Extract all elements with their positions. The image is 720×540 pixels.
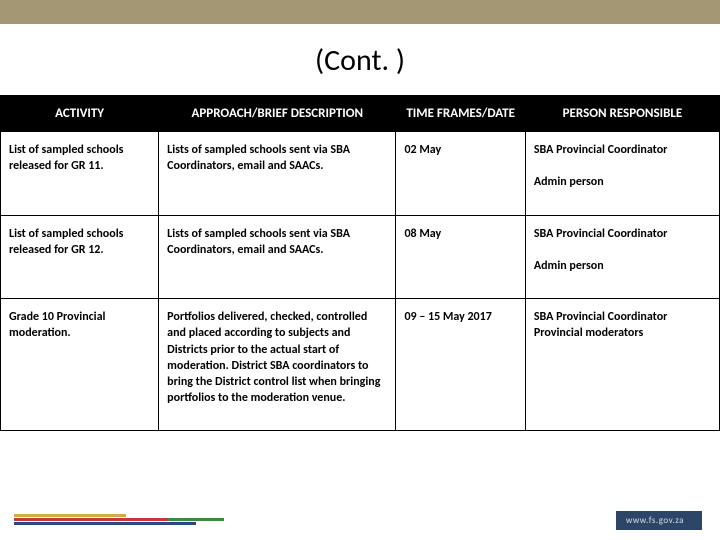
cell-approach: Portfolios delivered, checked, controlle… <box>159 299 396 431</box>
footer-flag-stripes <box>14 514 294 528</box>
top-accent-bar <box>0 0 720 24</box>
table-row: Grade 10 Provincial moderation. Portfoli… <box>1 299 720 431</box>
header-approach: APPROACH/BRIEF DESCRIPTION <box>159 96 396 132</box>
stripe-gold <box>14 514 294 517</box>
cell-time: 02 May <box>396 132 525 216</box>
header-person: PERSON RESPONSIBLE <box>525 96 719 132</box>
cell-activity: Grade 10 Provincial moderation. <box>1 299 159 431</box>
table-row: List of sampled schools released for GR … <box>1 132 720 216</box>
schedule-table-container: ACTIVITY APPROACH/BRIEF DESCRIPTION TIME… <box>0 95 720 431</box>
table-row: List of sampled schools released for GR … <box>1 215 720 299</box>
stripe-blue <box>14 522 294 525</box>
cell-approach: Lists of sampled schools sent via SBA Co… <box>159 215 396 299</box>
header-activity: ACTIVITY <box>1 96 159 132</box>
cell-person: SBA Provincial Coordinator Admin person <box>525 132 719 216</box>
cell-person: SBA Provincial Coordinator Admin person <box>525 215 719 299</box>
cell-activity: List of sampled schools released for GR … <box>1 132 159 216</box>
stripe-red-green <box>14 518 294 521</box>
footer-url-badge: www.fs.gov.za <box>616 511 702 530</box>
cell-activity: List of sampled schools released for GR … <box>1 215 159 299</box>
page-title: (Cont. ) <box>0 24 720 95</box>
cell-time: 09 – 15 May 2017 <box>396 299 525 431</box>
cell-time: 08 May <box>396 215 525 299</box>
footer: www.fs.gov.za <box>0 504 720 540</box>
table-header-row: ACTIVITY APPROACH/BRIEF DESCRIPTION TIME… <box>1 96 720 132</box>
header-time: TIME FRAMES/DATE <box>396 96 525 132</box>
cell-person: SBA Provincial Coordinator Provincial mo… <box>525 299 719 431</box>
schedule-table: ACTIVITY APPROACH/BRIEF DESCRIPTION TIME… <box>0 95 720 431</box>
cell-approach: Lists of sampled schools sent via SBA Co… <box>159 132 396 216</box>
